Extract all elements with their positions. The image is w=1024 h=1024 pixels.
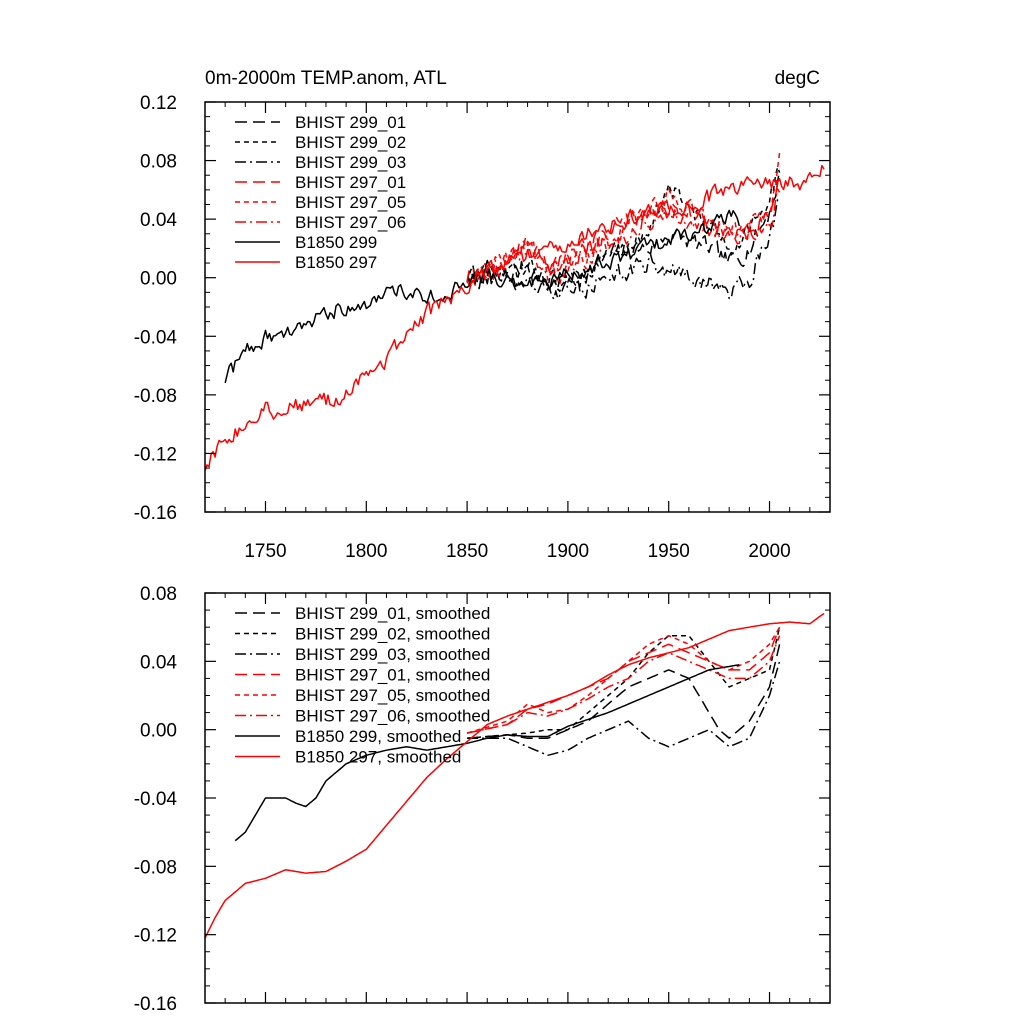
series-line-bottom-2	[467, 661, 781, 757]
y-tick-label: 0.04	[140, 652, 177, 673]
bottom-chart-panel: -0.16 -0.12 -0.08 -0.04 0.00 0.04 0.08 BHIST 2…	[134, 584, 831, 1015]
x-tick-label: 1900	[547, 541, 589, 562]
x-tick-label: 1750	[244, 541, 286, 562]
series-line-bottom-0	[467, 644, 781, 739]
legend-label: BHIST 299_01	[295, 113, 406, 132]
x-tick-label: 1850	[446, 541, 488, 562]
series-line-top-6	[224, 209, 741, 384]
legend-label: BHIST 297_06, smoothed	[295, 707, 490, 726]
series-line-bottom-4	[466, 626, 781, 734]
top-chart-series-group	[204, 152, 825, 471]
legend-label: BHIST 297_06	[295, 213, 406, 232]
legend-label: BHIST 299_02, smoothed	[295, 625, 490, 644]
y-tick-label: -0.08	[134, 386, 177, 407]
top-chart-units: degC	[775, 68, 820, 89]
x-tick-label: 1800	[345, 541, 387, 562]
legend-label: BHIST 297_05	[295, 193, 406, 212]
top-chart-title: 0m-2000m TEMP.anom, ATL	[205, 68, 447, 89]
legend-label: BHIST 299_01, smoothed	[295, 604, 490, 623]
legend-label: BHIST 297_01, smoothed	[295, 666, 490, 685]
series-line-top-7	[204, 164, 825, 471]
bottom-chart-series-group	[204, 612, 825, 939]
legend-label: B1850 297, smoothed	[295, 748, 461, 767]
legend-label: B1850 299, smoothed	[295, 727, 461, 746]
x-tick-label: 1950	[648, 541, 690, 562]
y-tick-label: 0.08	[140, 584, 177, 605]
y-tick-label: -0.16	[134, 503, 177, 524]
legend-label: BHIST 299_02	[295, 133, 406, 152]
y-tick-label: -0.12	[134, 926, 177, 947]
y-tick-label: 0.04	[140, 210, 177, 231]
y-tick-label: -0.08	[134, 857, 177, 878]
series-line-bottom-1	[467, 627, 781, 739]
series-line-top-5	[466, 188, 781, 283]
series-line-bottom-7	[204, 612, 825, 939]
y-tick-label: 0.00	[140, 269, 177, 290]
legend-label: BHIST 299_03, smoothed	[295, 645, 490, 664]
bottom-chart-axes: -0.16 -0.12 -0.08 -0.04 0.00 0.04 0.08	[134, 584, 831, 1015]
bottom-chart-legend: BHIST 299_01, smoothed BHIST 299_02, smoo…	[235, 604, 490, 767]
legend-label: BHIST 297_05, smoothed	[295, 686, 490, 705]
y-tick-label: -0.16	[134, 994, 177, 1015]
x-tick-label: 2000	[748, 541, 790, 562]
top-chart-axes: -0.16 -0.12 -0.08 -0.04 0.00 0.04 0.08 0.12 1750…	[134, 93, 831, 562]
top-chart-panel: 0m-2000m TEMP.anom, ATL degC -0.16-0.12-…	[134, 68, 831, 562]
y-tick-label: -0.04	[134, 789, 178, 810]
legend-label: BHIST 297_01	[295, 173, 406, 192]
series-line-top-3	[466, 178, 781, 286]
legend-label: BHIST 299_03	[295, 153, 406, 172]
y-tick-label: -0.04	[134, 327, 178, 348]
series-line-bottom-5	[466, 635, 781, 734]
series-line-bottom-6	[234, 664, 740, 842]
y-tick-label: 0.12	[140, 93, 177, 114]
legend-label: B1850 297	[295, 253, 377, 272]
legend-label: B1850 299	[295, 233, 377, 252]
y-tick-label: -0.12	[134, 444, 177, 465]
y-tick-label: 0.08	[140, 152, 177, 173]
series-line-top-1	[466, 166, 781, 293]
y-tick-label: 0.00	[140, 721, 177, 742]
